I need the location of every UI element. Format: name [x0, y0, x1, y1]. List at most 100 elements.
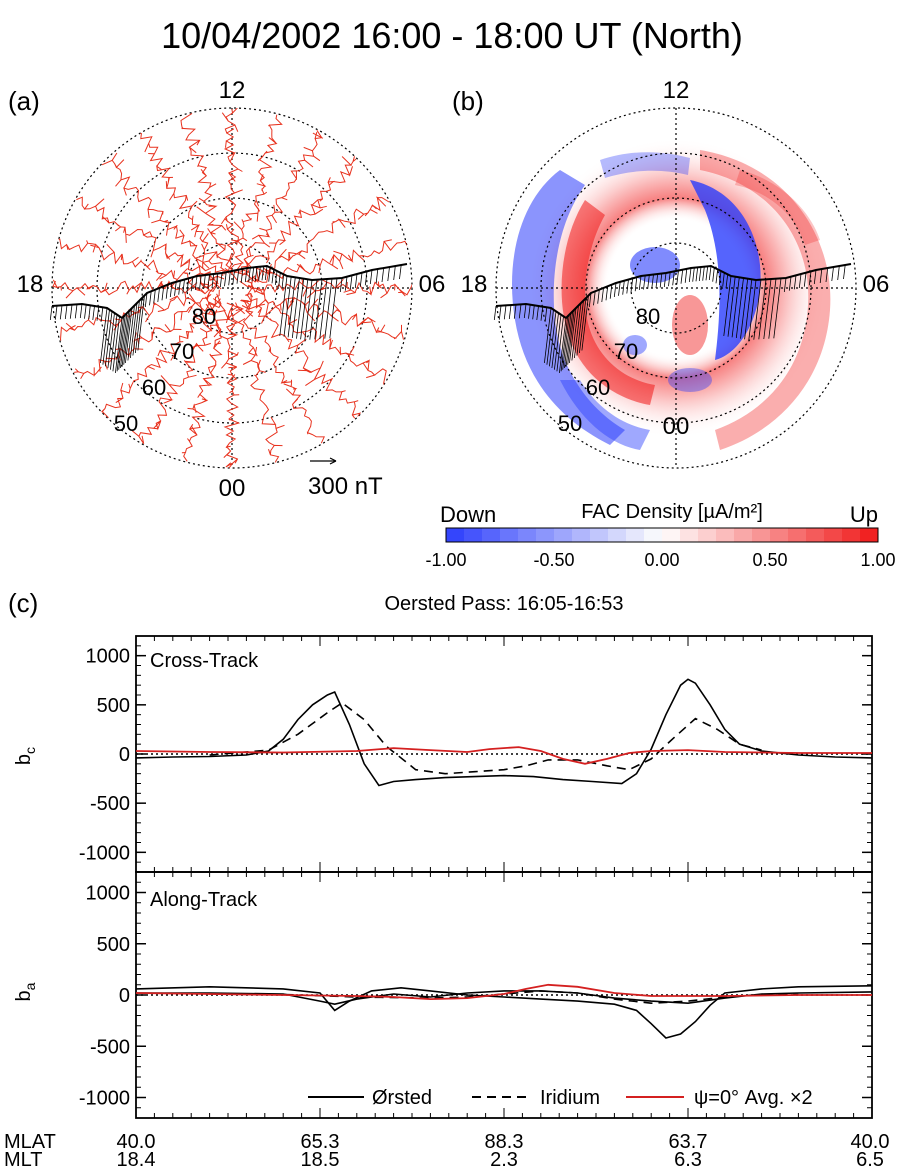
y-tick-label: 500 — [97, 934, 130, 956]
pass-vector — [698, 266, 702, 282]
pass-vector — [735, 277, 744, 339]
red-vector-spoke — [96, 293, 222, 419]
colorbar-tick-3: 0.00 — [644, 550, 679, 570]
pass-vector — [518, 304, 522, 319]
y-tick-label: -1000 — [79, 842, 130, 864]
pass-vector — [174, 281, 177, 296]
pass-vector — [300, 279, 309, 340]
colorbar-cells — [446, 528, 879, 542]
red-vector-spoke — [238, 154, 357, 276]
pass-vector — [281, 274, 285, 289]
pass-vector — [748, 279, 757, 341]
colorbar-cell — [500, 528, 519, 542]
pass-vector — [254, 266, 258, 282]
pass-vector — [88, 305, 91, 320]
pass-vector — [96, 306, 100, 321]
pass-vector — [261, 266, 265, 281]
pass-vector — [240, 268, 244, 283]
pass-vector — [211, 273, 215, 289]
pass-vector — [725, 274, 729, 289]
pass-vector — [232, 270, 235, 285]
pass-vector — [116, 316, 125, 372]
y-tick-label: 1000 — [86, 646, 131, 668]
polar-a-pass-vectors — [49, 263, 408, 374]
y-tick-label: 0 — [119, 985, 130, 1007]
pass-vector — [571, 305, 579, 361]
red-vector-spoke — [180, 112, 233, 274]
cross-track-annotation: Cross-Track — [150, 650, 259, 672]
colorbar: Down FAC Density [µA/m²] Up -1.00 -0.50 … — [425, 501, 895, 570]
pass-vector — [808, 271, 812, 286]
pass-vector — [279, 275, 288, 337]
pass-vector — [349, 275, 353, 290]
colorbar-title: FAC Density [µA/m²] — [581, 501, 763, 523]
pass-vector — [622, 280, 625, 295]
red-vector-spoke — [56, 238, 220, 289]
polar-b-pass-vectors — [493, 263, 852, 374]
pass-vector — [676, 270, 679, 285]
pass-vector — [783, 277, 787, 293]
colorbar-cell — [716, 528, 735, 542]
red-vector-spoke — [137, 131, 238, 281]
pass-vector — [49, 305, 53, 321]
pass-vector — [381, 267, 385, 283]
pass-vector — [692, 267, 695, 282]
colorbar-cell — [590, 528, 609, 542]
pass-vector — [102, 309, 110, 365]
fac-blue-spot-1 — [623, 335, 647, 355]
polar-b-mlt-12: 12 — [663, 77, 690, 104]
pass-vector — [69, 304, 73, 319]
colorbar-cell — [464, 528, 483, 542]
red-vector-spoke — [233, 130, 324, 273]
red-vector-spoke — [244, 292, 387, 389]
pass-vector — [118, 314, 126, 370]
colorbar-down-label: Down — [440, 502, 496, 527]
pass-vector — [268, 267, 271, 282]
pass-vector — [843, 264, 846, 280]
pass-vector — [560, 316, 569, 372]
pass-vector — [149, 291, 152, 306]
pass-vector — [705, 266, 709, 281]
polar-b-mlt-00: 00 — [663, 413, 690, 440]
pass-vector — [194, 275, 198, 291]
red-vector-spoke — [246, 284, 404, 340]
fac-blue-spot-2 — [668, 368, 712, 392]
pass-vector — [680, 269, 684, 284]
pass-vector — [153, 289, 156, 304]
pass-vector — [393, 265, 396, 281]
legend-iridium-label: Iridium — [540, 1087, 600, 1109]
panel-c: (c) Oersted Pass: 16:05-16:53 Cross-Trac… — [4, 588, 889, 1171]
pass-vector — [702, 266, 705, 281]
pass-vector — [324, 278, 333, 339]
series-orsted — [136, 678, 872, 787]
pass-vector — [574, 302, 582, 359]
pass-vector — [215, 273, 219, 288]
pass-vector — [375, 268, 379, 284]
colorbar-tick-2: -0.50 — [533, 550, 574, 570]
polar-b-lat-60: 60 — [586, 375, 610, 400]
pass-vector — [559, 317, 567, 374]
colorbar-cell — [662, 528, 681, 542]
y-tick-label: 0 — [119, 744, 130, 766]
pass-vector — [763, 278, 772, 340]
red-vector-spoke — [181, 303, 235, 462]
polar-panel-a: (a) 12 18 06 00 80 70 60 50 300 nT — [8, 77, 445, 502]
pass-vector — [283, 276, 292, 337]
pass-vector — [758, 279, 767, 340]
pass-vector — [712, 267, 715, 282]
polar-b-mlt-18: 18 — [461, 271, 488, 298]
scale-arrow-head — [329, 457, 337, 465]
pass-vector — [74, 304, 78, 319]
pass-vector — [722, 272, 725, 287]
colorbar-frame — [445, 527, 879, 543]
polar-a-mlt-00: 00 — [219, 475, 246, 502]
pass-vector — [228, 271, 231, 286]
pass-vector — [130, 302, 138, 359]
colorbar-cell — [482, 528, 501, 542]
pass-vector — [304, 279, 313, 341]
along-track-ticks: 1000 500 0 -500 -1000 — [79, 871, 873, 1119]
fac-blue-lobe-bottom — [560, 380, 650, 450]
fac-blue-core-center — [630, 247, 680, 283]
pass-vector — [244, 267, 248, 283]
pass-vector — [224, 272, 227, 287]
